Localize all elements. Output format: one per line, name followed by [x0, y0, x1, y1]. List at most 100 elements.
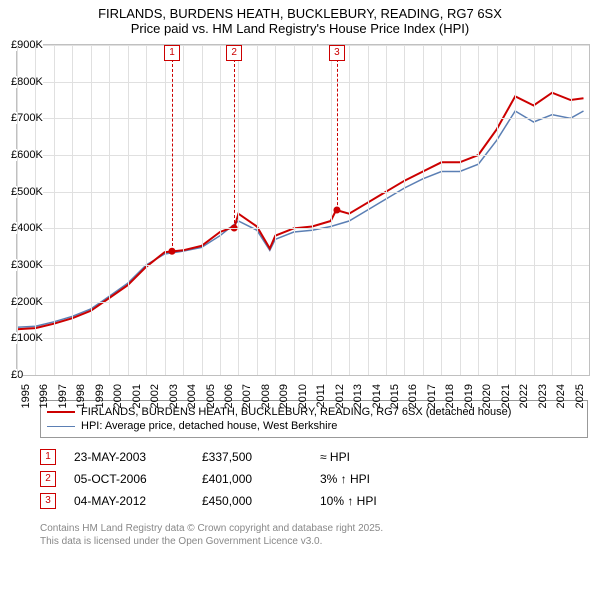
gridline-v	[386, 45, 387, 375]
x-axis-label: 2014	[371, 384, 383, 408]
x-axis-label: 2023	[537, 384, 549, 408]
transaction-row: 205-OCT-2006£401,0003% ↑ HPI	[40, 468, 588, 490]
gridline-v	[275, 45, 276, 375]
x-axis-label: 2025	[574, 384, 586, 408]
gridline-v	[497, 45, 498, 375]
transaction-row: 304-MAY-2012£450,00010% ↑ HPI	[40, 490, 588, 512]
gridline-v	[146, 45, 147, 375]
chart-container: FIRLANDS, BURDENS HEATH, BUCKLEBURY, REA…	[0, 0, 600, 590]
legend-label: HPI: Average price, detached house, West…	[81, 420, 337, 432]
transaction-row: 1 23-MAY-2003 £337,500 ≈ HPI	[40, 446, 588, 468]
gridline-h	[17, 302, 589, 303]
x-axis-label: 2001	[131, 384, 143, 408]
gridline-v	[294, 45, 295, 375]
gridline-v	[515, 45, 516, 375]
plot-area: £0£100K£200K£300K£400K£500K£600K£700K£80…	[16, 44, 590, 376]
series-line	[17, 111, 584, 327]
x-axis-label: 2018	[444, 384, 456, 408]
x-axis-label: 2016	[407, 384, 419, 408]
gridline-v	[552, 45, 553, 375]
gridline-v	[128, 45, 129, 375]
x-axis-label: 2012	[334, 384, 346, 408]
x-axis-label: 2015	[389, 384, 401, 408]
gridline-v	[220, 45, 221, 375]
x-axis-label: 2000	[112, 384, 124, 408]
marker-badge: 3	[329, 45, 345, 61]
gridline-h	[17, 228, 589, 229]
gridline-v	[534, 45, 535, 375]
transaction-date: 23-MAY-2003	[74, 450, 184, 464]
gridline-v	[423, 45, 424, 375]
footer: Contains HM Land Registry data © Crown c…	[40, 522, 588, 548]
transaction-relative: ≈ HPI	[320, 450, 350, 464]
x-axis-label: 2003	[168, 384, 180, 408]
gridline-h	[17, 82, 589, 83]
gridline-v	[404, 45, 405, 375]
y-axis-label: £400K	[11, 222, 43, 234]
x-axis-label: 2020	[481, 384, 493, 408]
transaction-price: £337,500	[202, 450, 302, 464]
y-axis-label: £200K	[11, 296, 43, 308]
x-axis-label: 1995	[20, 384, 32, 408]
gridline-h	[17, 265, 589, 266]
x-axis-label: 2009	[278, 384, 290, 408]
marker-badge: 1	[164, 45, 180, 61]
transaction-badge: 3	[40, 493, 56, 509]
transaction-date: 05-OCT-2006	[74, 472, 184, 486]
x-axis-label: 2002	[149, 384, 161, 408]
marker-stem	[234, 59, 235, 228]
gridline-h	[17, 45, 589, 46]
x-axis-label: 2011	[315, 384, 327, 408]
gridline-v	[571, 45, 572, 375]
x-axis-label: 2019	[463, 384, 475, 408]
legend-swatch	[47, 411, 75, 413]
x-axis-label: 2017	[426, 384, 438, 408]
gridline-v	[331, 45, 332, 375]
x-axis-label: 2005	[205, 384, 217, 408]
x-axis-label: 2007	[241, 384, 253, 408]
gridline-h	[17, 118, 589, 119]
y-axis-label: £500K	[11, 186, 43, 198]
series-svg	[17, 45, 589, 375]
gridline-v	[165, 45, 166, 375]
marker-stem	[172, 59, 173, 251]
y-axis-label: £800K	[11, 76, 43, 88]
legend-row: HPI: Average price, detached house, West…	[47, 419, 581, 433]
x-axis-label: 2004	[186, 384, 198, 408]
x-axis-label: 2024	[555, 384, 567, 408]
chart-area: £0£100K£200K£300K£400K£500K£600K£700K£80…	[6, 44, 590, 394]
gridline-h	[17, 338, 589, 339]
transaction-relative: 3% ↑ HPI	[320, 472, 370, 486]
title-line-2: Price paid vs. HM Land Registry's House …	[0, 21, 600, 36]
footer-line-2: This data is licensed under the Open Gov…	[40, 535, 588, 548]
x-axis-label: 2022	[518, 384, 530, 408]
footer-line-1: Contains HM Land Registry data © Crown c…	[40, 522, 588, 535]
marker-stem	[337, 59, 338, 210]
x-axis-label: 2013	[352, 384, 364, 408]
x-axis-label: 2006	[223, 384, 235, 408]
gridline-v	[312, 45, 313, 375]
gridline-h	[17, 155, 589, 156]
x-axis-label: 1998	[75, 384, 87, 408]
transaction-badge: 1	[40, 449, 56, 465]
gridline-v	[441, 45, 442, 375]
gridline-v	[349, 45, 350, 375]
gridline-v	[368, 45, 369, 375]
x-axis-label: 1996	[38, 384, 50, 408]
gridline-v	[183, 45, 184, 375]
y-axis-label: £100K	[11, 332, 43, 344]
gridline-v	[460, 45, 461, 375]
series-line	[17, 93, 584, 330]
x-axis-label: 2008	[260, 384, 272, 408]
legend-swatch	[47, 426, 75, 427]
transaction-table: 1 23-MAY-2003 £337,500 ≈ HPI 205-OCT-2006£40…	[40, 446, 588, 512]
marker-badge: 2	[226, 45, 242, 61]
gridline-v	[72, 45, 73, 375]
y-axis-label: £900K	[11, 39, 43, 51]
gridline-h	[17, 192, 589, 193]
gridline-v	[202, 45, 203, 375]
x-axis-label: 2021	[500, 384, 512, 408]
gridline-v	[478, 45, 479, 375]
gridline-v	[238, 45, 239, 375]
x-axis-label: 1997	[57, 384, 69, 408]
